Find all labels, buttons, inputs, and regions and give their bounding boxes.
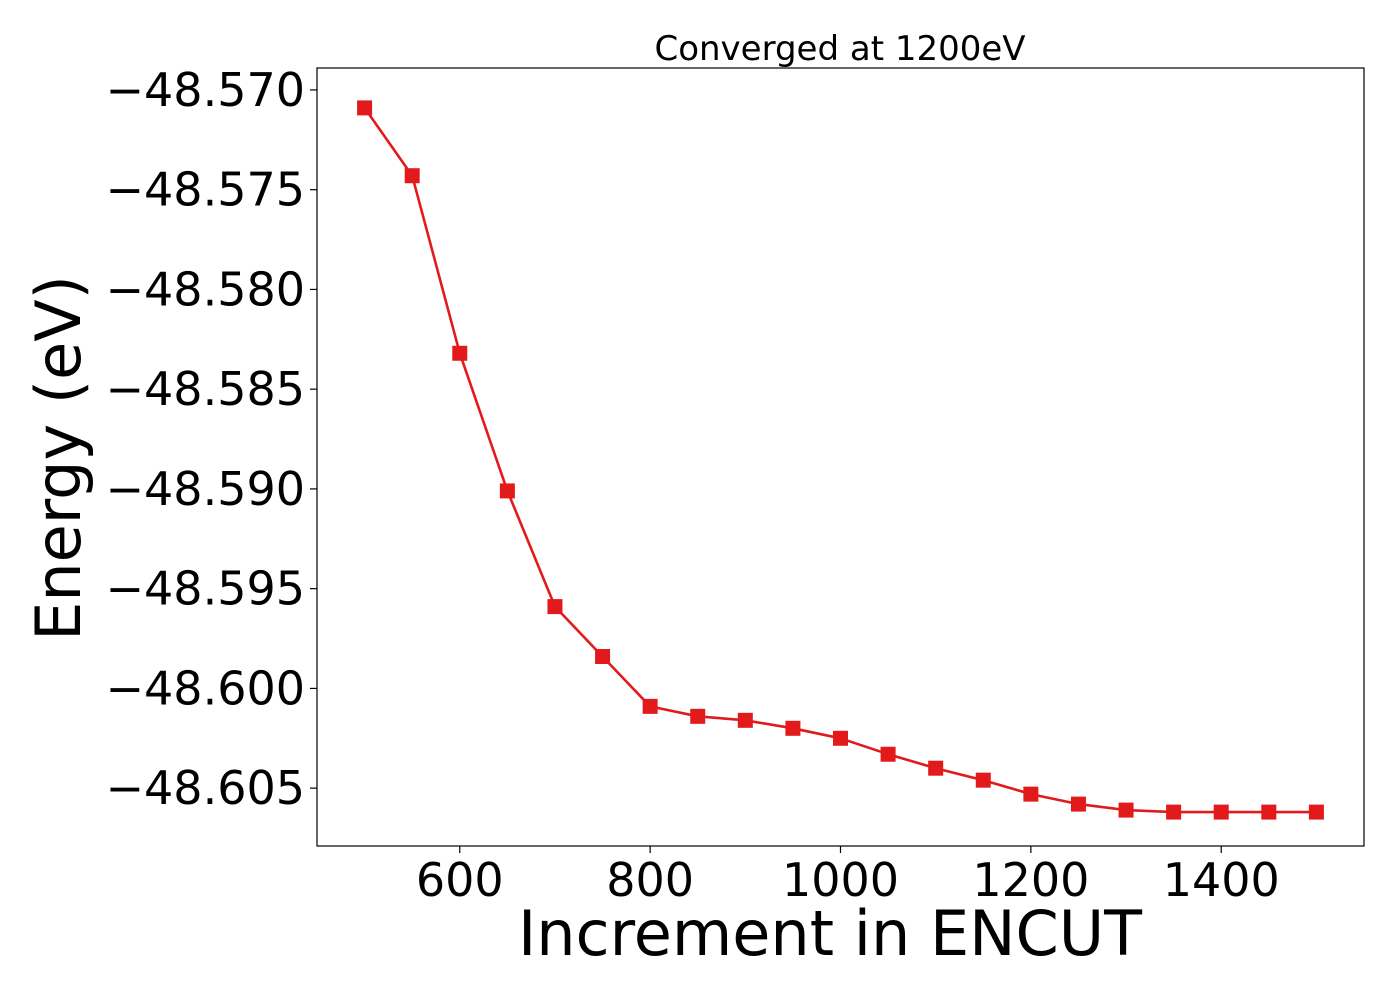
data-point: [547, 599, 563, 615]
x-tick-label: 1400: [1163, 853, 1280, 907]
data-point: [642, 698, 658, 714]
y-tick-label: −48.595: [106, 562, 306, 616]
data-point: [833, 730, 848, 746]
y-axis-ticks: −48.570 −48.575 −48.580 −48.585 −48.590 −48.5…: [106, 63, 317, 815]
series-layer: [357, 100, 1324, 820]
x-axis-ticks: 600 800 1000 1200 1400: [416, 846, 1280, 907]
data-point: [1166, 804, 1182, 820]
y-tick-label: −48.580: [106, 262, 306, 316]
data-point: [404, 168, 420, 184]
data-point: [928, 760, 944, 776]
data-point: [975, 772, 991, 788]
data-point: [452, 345, 468, 361]
data-point: [357, 100, 373, 116]
x-tick-label: 600: [416, 853, 504, 907]
data-point: [595, 648, 611, 664]
data-point: [1261, 804, 1277, 820]
y-tick-label: −48.600: [106, 661, 306, 715]
x-axis-title: Increment in ENCUT: [518, 897, 1143, 970]
data-point: [1070, 796, 1086, 812]
data-point: [785, 720, 801, 736]
plot-layer: [316, 67, 1365, 847]
data-point: [690, 708, 706, 724]
data-point: [1023, 786, 1039, 802]
y-tick-label: −48.575: [106, 163, 306, 217]
data-point: [737, 712, 753, 728]
x-tick-label: 800: [606, 853, 694, 907]
series-line: [363, 107, 1317, 814]
plot-frame: [316, 67, 1365, 847]
y-tick-label: −48.590: [106, 462, 306, 516]
y-tick-label: −48.570: [106, 63, 306, 117]
x-tick-label: 1200: [972, 853, 1089, 907]
data-point: [1118, 802, 1134, 818]
y-tick-label: −48.605: [106, 761, 306, 815]
y-axis-title: Energy (eV): [22, 275, 95, 641]
data-point: [1213, 804, 1229, 820]
data-point: [499, 483, 515, 499]
chart-title: Converged at 1200eV: [654, 29, 1025, 69]
x-tick-label: 1000: [782, 853, 899, 907]
y-tick-label: −48.585: [106, 362, 306, 416]
data-point: [880, 746, 896, 762]
data-point: [1308, 804, 1324, 820]
